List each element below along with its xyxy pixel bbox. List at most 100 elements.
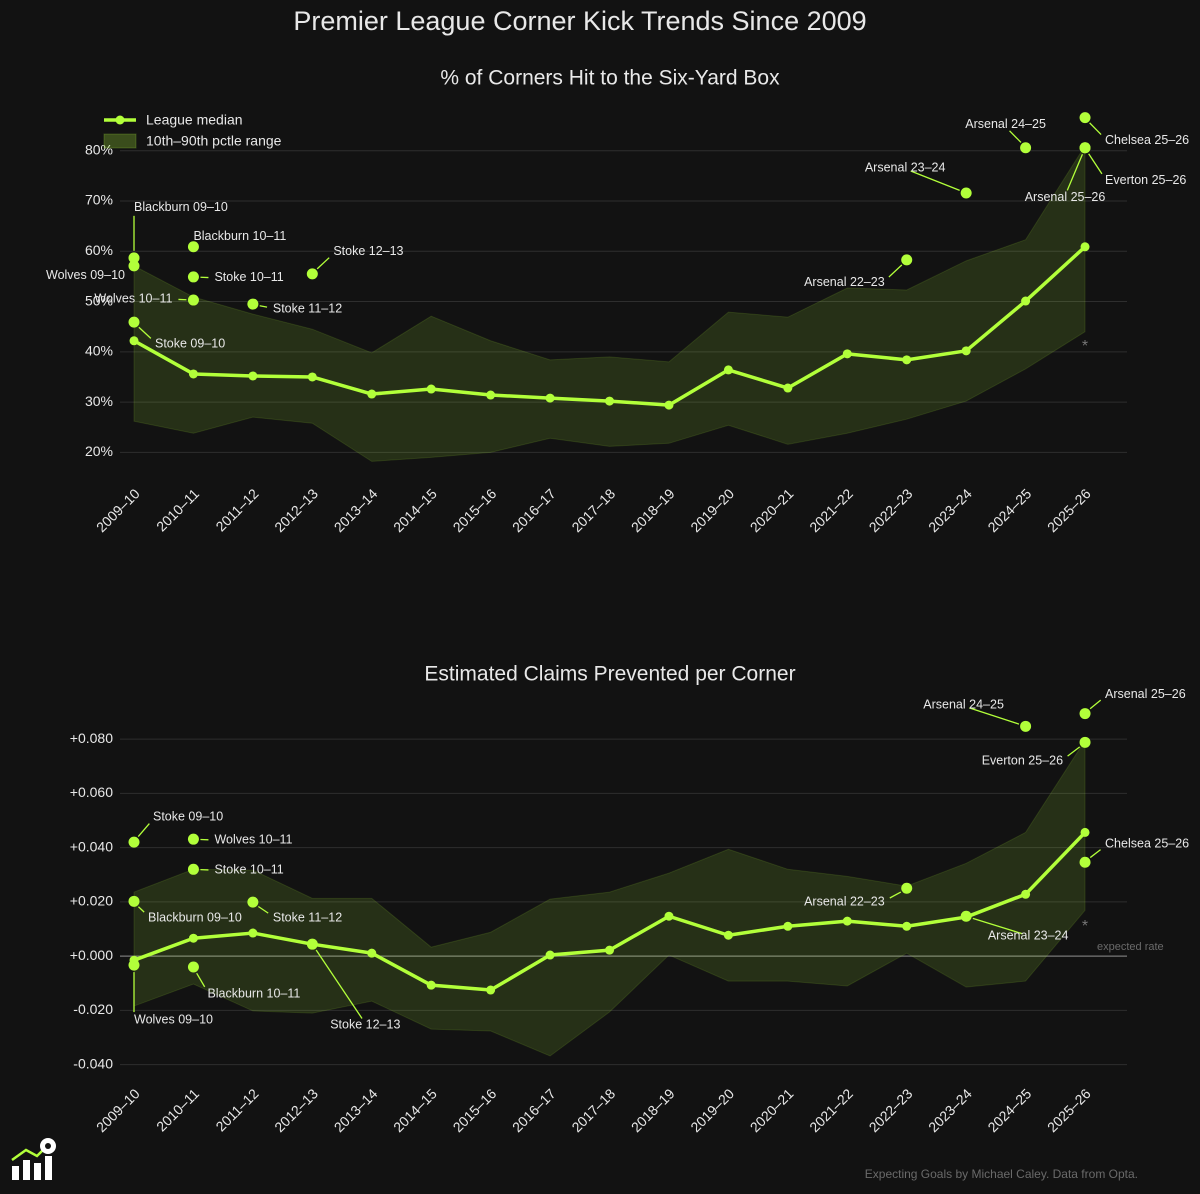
highlight-label: Wolves 09–10 xyxy=(46,268,125,282)
legend-marker xyxy=(115,115,125,125)
highlight-point xyxy=(960,910,972,922)
median-point xyxy=(723,930,733,940)
highlight-point xyxy=(187,833,199,845)
median-point xyxy=(188,369,198,379)
leader-line xyxy=(138,326,152,339)
median-point xyxy=(605,396,615,406)
highlight-point xyxy=(128,252,140,264)
leader-line xyxy=(138,906,145,913)
y-tick-label: -0.020 xyxy=(73,1001,113,1017)
y-tick-label: 50% xyxy=(85,292,113,308)
legend-swatch xyxy=(103,133,137,149)
y-tick-label: 30% xyxy=(85,393,113,409)
median-point xyxy=(367,389,377,399)
leader-line xyxy=(137,823,150,838)
median-point xyxy=(664,911,674,921)
y-tick-label: +0.020 xyxy=(70,893,113,909)
highlight-point xyxy=(187,294,199,306)
highlight-point xyxy=(128,895,140,907)
highlight-point xyxy=(247,896,259,908)
highlight-label: Stoke 11–12 xyxy=(273,301,342,315)
median-point xyxy=(842,349,852,359)
highlight-label: Arsenal 23–24 xyxy=(988,929,1069,943)
median-point xyxy=(426,384,436,394)
median-point xyxy=(723,365,733,375)
y-tick-label: +0.040 xyxy=(70,838,113,854)
highlight-label: Everton 25–26 xyxy=(1105,173,1186,187)
median-point xyxy=(486,390,496,400)
highlight-label: Stoke 09–10 xyxy=(155,336,225,350)
highlight-label: Arsenal 24–25 xyxy=(965,117,1046,131)
leader-line xyxy=(259,305,268,308)
median-point xyxy=(842,916,852,926)
note: * xyxy=(1082,918,1088,935)
chart-subtitle: % of Corners Hit to the Six-Yard Box xyxy=(440,67,780,90)
leader-line xyxy=(1089,699,1102,710)
y-tick-label: 40% xyxy=(85,343,113,359)
highlight-label: Arsenal 22–23 xyxy=(804,275,885,289)
y-tick-label: 70% xyxy=(85,192,113,208)
highlight-point xyxy=(306,938,318,950)
highlight-label: Blackburn 09–10 xyxy=(148,911,242,925)
highlight-point xyxy=(128,260,140,272)
leader-line xyxy=(196,972,206,988)
legend-label: 10th–90th pctle range xyxy=(146,133,282,149)
leader-line xyxy=(889,891,902,899)
highlight-label: Arsenal 24–25 xyxy=(923,698,1004,712)
highlight-point xyxy=(901,254,913,266)
median-point xyxy=(1021,889,1031,899)
median-point xyxy=(188,933,198,943)
highlight-point xyxy=(128,959,140,971)
median-point xyxy=(664,400,674,410)
page-title: Premier League Corner Kick Trends Since … xyxy=(293,6,866,36)
chart-subtitle: Estimated Claims Prevented per Corner xyxy=(424,663,795,686)
median-point xyxy=(307,372,317,382)
highlight-label: Stoke 10–11 xyxy=(214,863,283,877)
median-point xyxy=(545,950,555,960)
y-tick-label: -0.040 xyxy=(73,1055,113,1071)
highlight-point xyxy=(1079,856,1091,868)
highlight-point xyxy=(187,271,199,283)
leader-line xyxy=(257,905,269,914)
median-point xyxy=(902,921,912,931)
highlight-label: Stoke 12–13 xyxy=(333,244,403,258)
highlight-label: Wolves 09–10 xyxy=(134,1012,213,1026)
highlight-point xyxy=(247,298,259,310)
median-point xyxy=(426,980,436,990)
highlight-label: Arsenal 23–24 xyxy=(865,160,946,174)
highlight-point xyxy=(1020,142,1032,154)
leader-line xyxy=(1067,746,1081,757)
median-point xyxy=(605,945,615,955)
percentile-band xyxy=(133,144,1086,462)
median-point xyxy=(367,948,377,958)
y-tick-label: +0.000 xyxy=(70,947,113,963)
median-point xyxy=(248,928,258,938)
footer: Expecting Goals by Michael Caley. Data f… xyxy=(865,1167,1138,1181)
median-point xyxy=(1080,242,1090,252)
leader-line xyxy=(972,917,1023,935)
median-point xyxy=(902,355,912,365)
y-tick-label: +0.080 xyxy=(70,730,113,746)
leader-line xyxy=(1089,849,1101,859)
y-tick-label: +0.060 xyxy=(70,784,113,800)
highlight-label: Blackburn 10–11 xyxy=(207,986,300,1000)
leader-line xyxy=(888,264,903,278)
median-point xyxy=(1021,296,1031,306)
highlight-label: Stoke 11–12 xyxy=(273,910,342,924)
highlight-point xyxy=(1079,708,1091,720)
leader-line xyxy=(315,949,363,1019)
highlight-label: Arsenal 25–26 xyxy=(1025,190,1106,204)
highlight-point xyxy=(901,882,913,894)
highlight-label: Wolves 10–11 xyxy=(94,291,172,305)
highlight-point xyxy=(1079,112,1091,124)
highlight-label: Wolves 10–11 xyxy=(214,832,292,846)
leader-line xyxy=(910,170,960,191)
median-point xyxy=(248,371,258,381)
highlight-label: Blackburn 10–11 xyxy=(193,229,286,243)
median-point xyxy=(961,346,971,356)
highlight-point xyxy=(306,268,318,280)
median-point xyxy=(783,383,793,393)
median-point xyxy=(129,336,139,346)
y-tick-label: 60% xyxy=(85,242,113,258)
